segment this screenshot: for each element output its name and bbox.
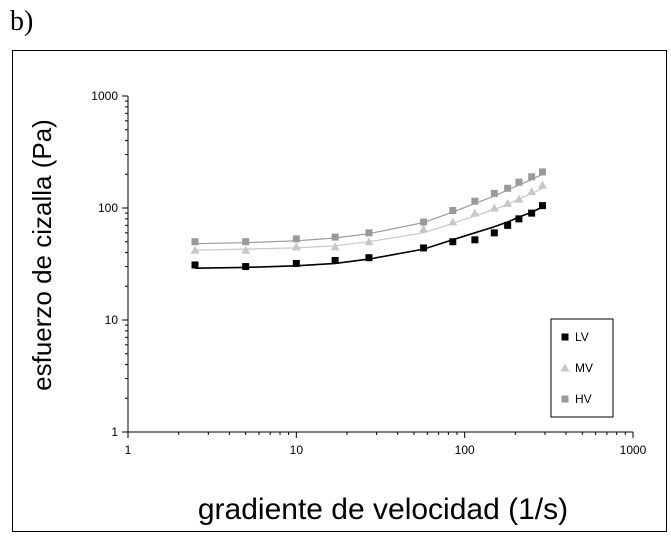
data-point-lv	[504, 221, 512, 229]
x-axis-title: gradiente de velocidad (1/s)	[198, 493, 568, 526]
y-tick-label: 1000	[91, 89, 118, 103]
data-point-mv	[514, 194, 524, 203]
legend-marker-hv	[561, 395, 569, 403]
data-point-hv	[331, 233, 339, 241]
legend-label-hv: HV	[575, 392, 592, 406]
legend-marker-lv	[561, 333, 569, 341]
data-point-hv	[528, 173, 536, 181]
data-point-hv	[490, 189, 498, 197]
data-point-hv	[191, 238, 199, 246]
data-point-hv	[515, 178, 523, 186]
data-point-mv	[538, 180, 548, 189]
data-point-hv	[242, 238, 250, 246]
y-axis-title: esfuerzo de cizalla (Pa)	[27, 119, 57, 391]
data-point-hv	[420, 218, 428, 226]
x-tick-label: 100	[455, 443, 475, 457]
fit-curves	[194, 173, 543, 269]
legend-label-mv: MV	[575, 361, 593, 375]
data-point-lv	[331, 256, 339, 264]
axes: 1 10 100 1000 1 10 100 1000	[91, 89, 646, 457]
y-tick-label: 1	[111, 425, 118, 439]
data-point-lv	[490, 229, 498, 237]
data-point-mv	[291, 242, 301, 251]
legend: LV MV HV	[550, 318, 614, 418]
data-point-lv	[365, 254, 373, 262]
data-point-mv	[419, 224, 429, 233]
panel-label: b)	[10, 6, 34, 37]
y-tick-label: 100	[98, 201, 118, 215]
data-points	[190, 168, 548, 271]
data-point-lv	[515, 215, 523, 223]
data-point-mv	[364, 237, 374, 246]
data-point-lv	[539, 202, 547, 210]
data-point-lv	[420, 244, 428, 252]
data-point-mv	[470, 208, 480, 217]
data-point-hv	[539, 168, 547, 176]
data-point-mv	[448, 217, 458, 226]
data-point-mv	[190, 245, 200, 254]
data-point-mv	[527, 187, 537, 196]
data-point-lv	[471, 236, 479, 244]
data-point-lv	[449, 238, 457, 246]
data-point-hv	[471, 197, 479, 205]
legend-marker-mv	[560, 363, 570, 372]
x-tick-label: 1	[125, 443, 132, 457]
data-point-mv	[489, 203, 499, 212]
x-tick-label: 10	[290, 443, 304, 457]
data-point-lv	[191, 261, 199, 269]
data-point-hv	[504, 184, 512, 192]
shear-stress-chart: 1 10 100 1000 1 10 100 1000 LV MV HV esfuerzo de …	[27, 89, 647, 526]
y-tick-label: 10	[105, 313, 119, 327]
data-point-mv	[241, 245, 251, 254]
legend-box	[550, 318, 614, 418]
x-tick-label: 1000	[620, 443, 647, 457]
data-point-lv	[528, 209, 536, 217]
legend-label-lv: LV	[575, 330, 589, 344]
chart-frame: 1 10 100 1000 1 10 100 1000 LV MV HV esfuerzo de …	[12, 50, 667, 532]
data-point-lv	[242, 263, 250, 271]
data-point-hv	[365, 229, 373, 237]
data-point-hv	[449, 206, 457, 214]
data-point-hv	[292, 235, 300, 243]
data-point-mv	[330, 242, 340, 251]
data-point-mv	[503, 198, 513, 207]
data-point-lv	[292, 259, 300, 267]
